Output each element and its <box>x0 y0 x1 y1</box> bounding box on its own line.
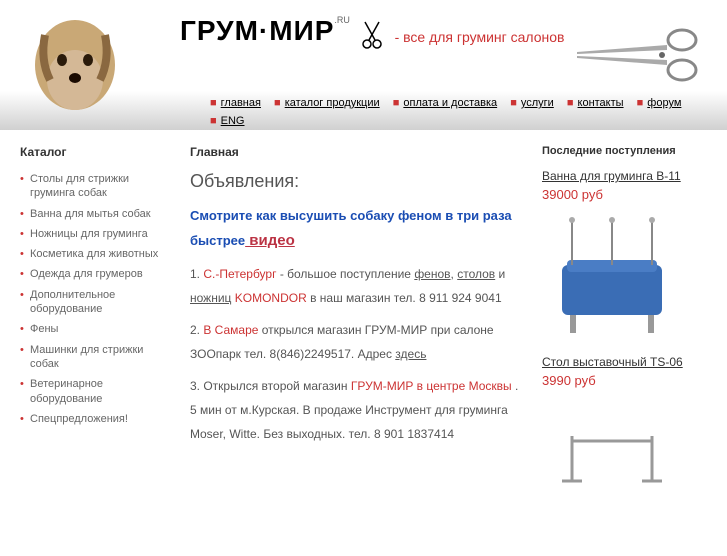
logo-suffix: .RU <box>334 15 350 25</box>
main-nav: ■главная ■каталог продукции ■оплата и до… <box>200 95 707 130</box>
breadcrumb: Главная <box>190 145 522 159</box>
product-2-name[interactable]: Стол выставочный TS-06 <box>542 355 683 369</box>
catalog-item-clippers[interactable]: Машинки для стрижки собак <box>30 344 143 370</box>
nav-contacts[interactable]: контакты <box>578 97 624 109</box>
scissors-small-icon <box>361 20 383 53</box>
catalog-item-vet[interactable]: Ветеринарное оборудование <box>30 378 103 404</box>
logo-text: ГРУМ·МИР <box>180 15 334 47</box>
announcement-3: 3. Открылся второй магазин ГРУМ-МИР в це… <box>190 374 522 446</box>
product-2-price: 3990 руб <box>542 373 707 388</box>
nav-delivery[interactable]: оплата и доставка <box>403 97 497 109</box>
catalog-item-dryers[interactable]: Фены <box>30 323 58 335</box>
scissors-large-icon <box>567 20 707 90</box>
tagline: - все для груминг салонов <box>395 29 565 45</box>
catalog-item-equipment[interactable]: Дополнительное оборудование <box>30 289 115 315</box>
sidebar-left: Каталог Столы для стрижки груминга собак… <box>20 145 170 541</box>
product-2-image <box>542 396 682 526</box>
catalog-list: Столы для стрижки груминга собак Ванна д… <box>20 169 170 429</box>
arrivals-title: Последние поступления <box>542 145 707 157</box>
main-content: Главная Объявления: Смотрите как высушит… <box>190 145 522 541</box>
catalog-item-tables[interactable]: Столы для стрижки груминга собак <box>30 173 129 199</box>
nav-forum[interactable]: форум <box>647 97 681 109</box>
video-link[interactable]: видео <box>245 232 295 249</box>
catalog-title: Каталог <box>20 145 170 159</box>
page-title: Объявления: <box>190 171 522 192</box>
product-1-price: 39000 руб <box>542 187 707 202</box>
nav-catalog[interactable]: каталог продукции <box>285 97 380 109</box>
product-1-name[interactable]: Ванна для груминга B-11 <box>542 169 681 183</box>
nav-home[interactable]: главная <box>221 97 261 109</box>
catalog-item-special[interactable]: Спецпредложения! <box>30 413 128 425</box>
announcement-1: 1. С.-Петербург - большое поступление фе… <box>190 262 522 310</box>
announcement-2: 2. В Самаре открылся магазин ГРУМ-МИР пр… <box>190 318 522 366</box>
catalog-item-scissors[interactable]: Ножницы для груминга <box>30 228 148 240</box>
logo-area: ГРУМ·МИР.RU - все для груминг салонов <box>180 15 564 53</box>
product-1: Ванна для груминга B-11 39000 руб <box>542 169 707 340</box>
product-1-image <box>542 210 682 340</box>
content: Каталог Столы для стрижки груминга собак… <box>0 130 727 556</box>
nav-services[interactable]: услуги <box>521 97 554 109</box>
catalog-item-bath[interactable]: Ванна для мытья собак <box>30 208 151 220</box>
sidebar-right: Последние поступления Ванна для груминга… <box>542 145 707 541</box>
highlight-pre: Смотрите как высушить собаку феном в три… <box>190 208 512 248</box>
catalog-item-clothes[interactable]: Одежда для грумеров <box>30 268 143 280</box>
highlight-text: Смотрите как высушить собаку феном в три… <box>190 204 522 254</box>
product-2: Стол выставочный TS-06 3990 руб <box>542 355 707 526</box>
catalog-item-cosmetics[interactable]: Косметика для животных <box>30 248 158 260</box>
dog-image <box>20 10 130 120</box>
nav-eng[interactable]: ENG <box>221 115 245 127</box>
header: ГРУМ·МИР.RU - все для груминг салонов ■г… <box>0 0 727 130</box>
